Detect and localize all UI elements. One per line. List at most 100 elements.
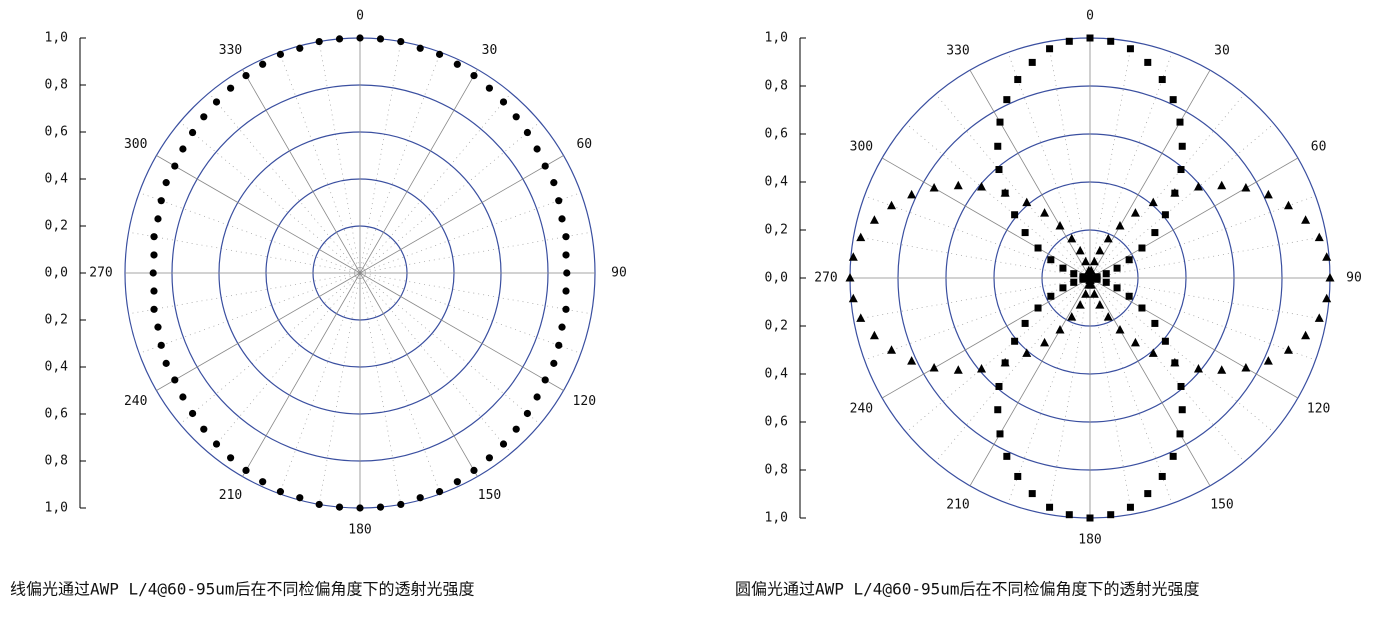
point	[541, 162, 549, 170]
point	[1177, 166, 1185, 174]
point	[276, 50, 285, 58]
minor-spoke	[179, 121, 361, 274]
point	[1065, 37, 1073, 45]
point	[1021, 319, 1029, 327]
point	[453, 478, 461, 486]
point	[1084, 265, 1094, 275]
point	[1021, 229, 1029, 237]
point	[994, 142, 1002, 150]
caption: 圆偏光通过AWP L/4@60-95um后在不同检偏角度下的透射光强度	[735, 580, 1200, 599]
point	[995, 166, 1003, 174]
point	[1178, 142, 1186, 150]
theta-tick-label: 120	[1307, 402, 1330, 417]
minor-spoke	[359, 92, 512, 274]
r-tick-label: 0,2	[45, 313, 68, 328]
minor-spoke	[139, 192, 361, 274]
polar-chart: 0,0 0,2 0,2 0,4 0,4 0,6 0,6 0,8 0,8 1,0 1,0 0 30 60 90…	[735, 9, 1362, 599]
point	[1067, 233, 1077, 243]
point	[1283, 345, 1293, 354]
minor-spoke	[208, 92, 361, 274]
minor-spoke	[1007, 52, 1091, 279]
point	[149, 269, 157, 277]
point	[929, 363, 939, 372]
point	[1102, 270, 1110, 278]
point	[869, 330, 879, 340]
point	[1193, 181, 1203, 191]
minor-spoke	[1089, 277, 1316, 361]
point	[1176, 430, 1184, 438]
point	[470, 466, 478, 475]
point	[1217, 180, 1227, 190]
point	[1102, 278, 1110, 286]
point	[996, 430, 1004, 438]
theta-tick-label: 300	[124, 137, 147, 152]
minor-spoke	[853, 235, 1091, 279]
point	[1126, 503, 1134, 511]
point	[1022, 348, 1032, 357]
r-tick-label: 0,8	[45, 78, 68, 93]
point	[533, 145, 541, 153]
point	[1085, 275, 1095, 284]
point	[1130, 337, 1140, 347]
point	[1263, 189, 1273, 199]
minor-spoke	[359, 272, 441, 494]
minor-spoke	[359, 121, 541, 274]
point	[1301, 330, 1311, 340]
minor-spoke	[359, 52, 441, 274]
point	[397, 37, 405, 46]
point	[1151, 319, 1159, 327]
point	[562, 305, 570, 313]
r-tick-label: 1,0	[45, 31, 68, 46]
spoke	[359, 272, 564, 391]
point	[1059, 284, 1067, 292]
point	[171, 376, 179, 384]
point	[157, 197, 165, 205]
point	[1314, 232, 1324, 242]
point	[1161, 337, 1169, 345]
minor-spoke	[1089, 123, 1275, 279]
point	[1070, 278, 1078, 286]
minor-spoke	[864, 277, 1091, 361]
point	[1022, 197, 1032, 207]
r-tick-label: 0,4	[765, 367, 789, 382]
r-tick-label: 0,8	[45, 454, 68, 469]
theta-tick-label: 330	[946, 44, 969, 59]
point	[1085, 270, 1095, 280]
theta-tick-label: 180	[1078, 533, 1101, 548]
point	[1148, 348, 1158, 357]
point	[555, 341, 563, 349]
theta-tick-label: 270	[814, 271, 837, 286]
point	[435, 488, 444, 496]
caption: 线偏光通过AWP L/4@60-95um后在不同检偏角度下的透射光强度	[10, 580, 475, 599]
point	[533, 393, 541, 401]
spoke	[242, 69, 361, 274]
point	[1325, 273, 1335, 282]
point	[1003, 96, 1011, 104]
point	[1095, 245, 1105, 255]
point	[994, 406, 1002, 414]
minor-spoke	[935, 93, 1091, 279]
minor-spoke	[208, 272, 361, 454]
minor-spoke	[128, 231, 361, 274]
point	[150, 305, 158, 313]
theta-tick-label: 30	[482, 43, 498, 58]
point	[1322, 252, 1332, 261]
point	[1144, 490, 1152, 498]
point	[907, 189, 917, 199]
spoke	[242, 272, 361, 477]
point	[1107, 37, 1115, 45]
point	[1169, 452, 1177, 460]
point	[212, 440, 221, 448]
point	[1089, 289, 1099, 298]
point	[179, 145, 187, 153]
point	[856, 232, 866, 242]
point	[550, 359, 558, 367]
r-tick-label: 0,4	[765, 175, 789, 190]
point	[296, 44, 304, 52]
point	[157, 341, 165, 349]
point	[1086, 34, 1094, 42]
minor-spoke	[905, 123, 1091, 279]
point	[1000, 188, 1010, 197]
point	[1103, 312, 1113, 321]
